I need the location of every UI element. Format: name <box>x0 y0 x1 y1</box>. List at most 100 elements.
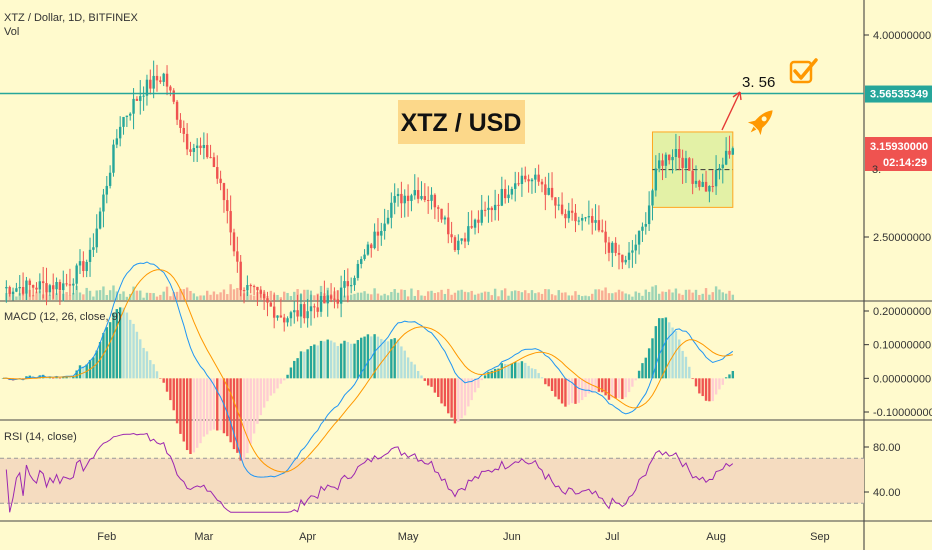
volume-bar <box>674 288 678 300</box>
candle-body <box>701 181 704 187</box>
volume-bar <box>380 295 383 300</box>
macd-histogram-bar <box>601 378 604 393</box>
macd-histogram-bar <box>647 348 651 379</box>
macd-histogram-bar <box>607 378 611 400</box>
candle-body <box>473 219 477 228</box>
volume-bar <box>155 296 159 300</box>
candle-body <box>507 194 510 199</box>
volume-bar <box>664 291 668 300</box>
symbol-line: XTZ / Dollar, 1D, BITFINEX <box>4 12 139 24</box>
candle-body <box>5 286 8 289</box>
volume-bar <box>98 290 102 300</box>
volume-bar <box>112 285 115 300</box>
volume-bar <box>517 290 520 300</box>
volume-bar <box>132 286 135 300</box>
volume-bar <box>182 289 185 300</box>
macd-histogram-bar <box>329 340 333 379</box>
macd-histogram-bar <box>192 378 196 453</box>
candle-body <box>567 210 570 219</box>
macd-histogram-bar <box>48 377 52 379</box>
volume-bar <box>711 292 714 300</box>
macd-histogram-bar <box>165 378 169 392</box>
volume-bar <box>594 289 597 300</box>
macd-histogram-bar <box>182 378 185 442</box>
macd-histogram-bar <box>450 378 453 418</box>
candle-body <box>11 291 15 294</box>
candle-body <box>634 244 637 251</box>
volume-bar <box>718 289 721 300</box>
volume-bar <box>564 292 567 300</box>
macd-histogram-bar <box>172 378 175 411</box>
candle-body <box>574 212 577 222</box>
candle-body <box>212 157 216 168</box>
price-tick-label: 4.00000000 <box>873 30 931 42</box>
macd-histogram-bar <box>313 344 316 379</box>
macd-histogram-bar <box>473 378 477 393</box>
macd-histogram-bar <box>346 342 350 379</box>
candle-body <box>514 183 517 189</box>
volume-bar <box>179 289 182 300</box>
candle-body <box>262 293 266 299</box>
macd-histogram-bar <box>206 378 209 435</box>
macd-histogram-bar <box>664 317 668 379</box>
candle-body <box>112 144 115 173</box>
candle-body <box>149 79 152 89</box>
volume-bar <box>473 294 477 300</box>
volume-bar <box>31 294 35 300</box>
volume-bar <box>135 290 139 300</box>
volume-bar <box>279 297 283 300</box>
candle-body <box>115 138 119 145</box>
candle-body <box>283 317 286 323</box>
macd-tick-label: -0.10000000 <box>873 407 932 419</box>
macd-histogram-bar <box>236 378 239 453</box>
month-tick-label: Mar <box>194 531 213 543</box>
macd-histogram-bar <box>627 378 631 393</box>
candle-body <box>172 90 175 102</box>
macd-histogram-bar <box>269 378 273 396</box>
volume-bar <box>88 290 92 300</box>
candle-body <box>72 283 75 286</box>
volume-bar <box>75 285 78 300</box>
volume-bar <box>165 286 169 300</box>
candle-body <box>524 175 527 180</box>
volume-bar <box>202 295 206 300</box>
checkbox-icon <box>789 58 818 84</box>
candle-body <box>678 149 681 158</box>
macd-histogram-bar <box>383 340 386 379</box>
macd-histogram-bar <box>189 378 192 455</box>
candle-body <box>165 73 169 87</box>
candle-body <box>671 157 674 161</box>
candle-body <box>62 283 65 291</box>
volume-bar <box>159 294 162 300</box>
macd-histogram-bar <box>657 318 661 379</box>
candle-body <box>279 315 283 318</box>
macd-histogram-bar <box>396 339 400 379</box>
volume-bar <box>534 293 537 300</box>
candle-body <box>226 200 229 212</box>
candle-body <box>296 310 299 317</box>
volume-bar <box>503 288 507 300</box>
macd-histogram-bar <box>155 371 159 379</box>
candlesticks <box>5 60 735 332</box>
candle-body <box>236 251 239 262</box>
volume-bar <box>457 290 460 300</box>
macd-histogram-bar <box>373 334 376 379</box>
candle-body <box>540 181 544 185</box>
candle-body <box>694 180 698 184</box>
macd-histogram-bar <box>483 375 487 379</box>
macd-histogram-bar <box>493 368 497 379</box>
volume-bar <box>21 292 25 300</box>
candle-body <box>396 193 400 197</box>
candle-body <box>78 261 82 266</box>
volume-bar <box>55 293 58 300</box>
volume-bar <box>416 290 420 300</box>
candle-body <box>293 310 296 313</box>
volume-bar <box>557 290 560 300</box>
candle-body <box>413 190 416 196</box>
volume-bar <box>617 289 621 300</box>
volume-bar <box>644 289 647 300</box>
volume-bar <box>447 288 450 300</box>
macd-histogram-bar <box>574 378 577 404</box>
candle-body <box>229 211 232 233</box>
